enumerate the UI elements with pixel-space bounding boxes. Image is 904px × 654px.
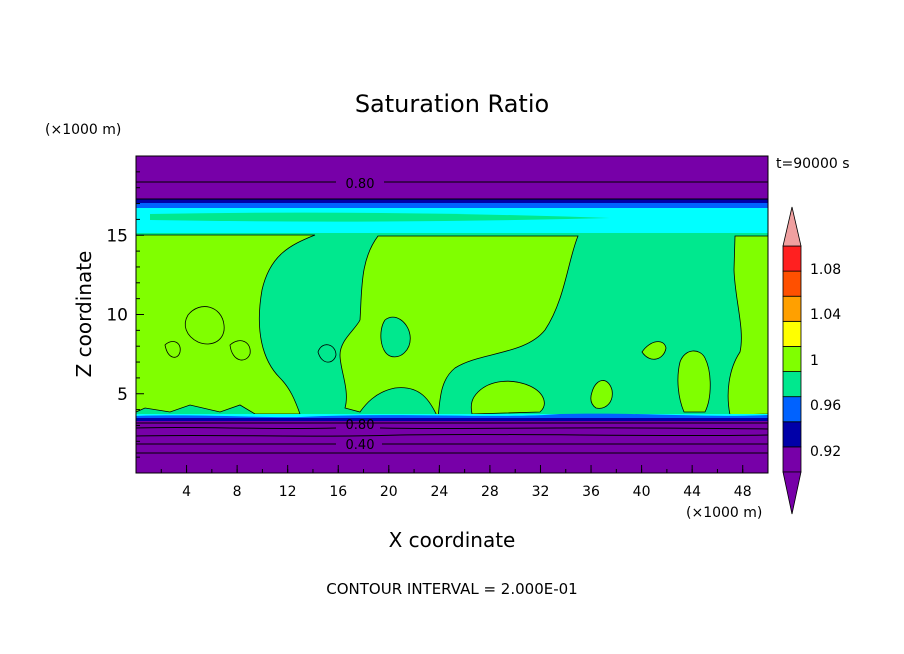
- colorbar-box: [782, 371, 802, 398]
- colorbar-label: 1.04: [810, 307, 841, 323]
- x-tick-label: 8: [233, 484, 242, 500]
- lower-layer-purple: [136, 421, 768, 473]
- island-green-1: [380, 316, 411, 358]
- colorbar-lower-triangle: [782, 471, 802, 515]
- region-light-green-2: [339, 235, 579, 420]
- x-tick-label: 48: [734, 484, 752, 500]
- contour-field: 0.80 0.80 0.40: [136, 156, 768, 473]
- colorbar-box: [782, 295, 802, 322]
- colorbar-box: [782, 245, 802, 272]
- contour-line-lower-2: [136, 426, 768, 430]
- x-tick-label: 28: [481, 484, 499, 500]
- y-axis-ticks: 5 10 15: [106, 171, 144, 458]
- island-light-green-7: [229, 340, 251, 361]
- contour-label: 0.80: [346, 177, 375, 192]
- colorbar-box: [782, 346, 802, 372]
- x-axis-ticks: 4 8 12 16 20 24 28 32 36 40 44 48: [160, 465, 752, 500]
- colorbar-box: [782, 446, 802, 473]
- colorbar-label: 1.08: [810, 262, 841, 278]
- island-light-green-4: [590, 380, 613, 409]
- y-tick-label: 10: [106, 306, 128, 326]
- colorbar-box: [782, 396, 802, 423]
- colorbar-box: [782, 270, 802, 297]
- y-tick-label: 15: [106, 226, 128, 246]
- x-tick-label: 32: [532, 484, 550, 500]
- x-axis-unit: (×1000 m): [686, 505, 762, 521]
- region-light-green-3: [727, 235, 768, 416]
- colorbar-label: 0.92: [810, 444, 841, 460]
- island-light-green-6: [164, 341, 181, 358]
- upper-band-blue: [136, 203, 768, 209]
- x-tick-label: 20: [380, 484, 398, 500]
- x-tick-label: 16: [329, 484, 347, 500]
- x-axis-label: X coordinate: [389, 528, 516, 552]
- chart-title: Saturation Ratio: [355, 90, 549, 118]
- x-tick-label: 4: [182, 484, 191, 500]
- colorbar: 0.92 0.96 1 1.04 1.08: [782, 206, 841, 515]
- island-light-green-5: [470, 380, 545, 415]
- x-tick-label: 12: [279, 484, 297, 500]
- y-tick-label: 5: [117, 385, 128, 405]
- contour-label: 0.40: [346, 438, 375, 453]
- colorbar-label: 0.96: [810, 398, 841, 414]
- upper-band-dark-blue: [136, 199, 768, 204]
- island-light-green-1: [184, 306, 225, 345]
- island-light-green-3: [677, 350, 711, 413]
- x-tick-label: 40: [633, 484, 651, 500]
- time-label: t=90000 s: [776, 156, 850, 172]
- contour-label: 0.80: [346, 418, 375, 433]
- y-axis-label: Z coordinate: [72, 251, 96, 378]
- x-tick-label: 36: [582, 484, 600, 500]
- upper-band-green-streak: [150, 212, 610, 222]
- x-tick-label: 44: [683, 484, 701, 500]
- colorbar-box: [782, 320, 802, 347]
- x-tick-label: 24: [430, 484, 448, 500]
- colorbar-upper-triangle: [782, 206, 802, 247]
- y-axis-unit: (×1000 m): [45, 122, 121, 138]
- colorbar-label: 1: [810, 353, 819, 369]
- footer-text: CONTOUR INTERVAL = 2.000E-01: [326, 580, 577, 598]
- colorbar-box: [782, 421, 802, 448]
- contour-line-lower-3: [136, 433, 768, 437]
- colorbar-boxes: [782, 245, 802, 473]
- island-light-green-2: [641, 341, 667, 360]
- island-green-2: [317, 344, 337, 363]
